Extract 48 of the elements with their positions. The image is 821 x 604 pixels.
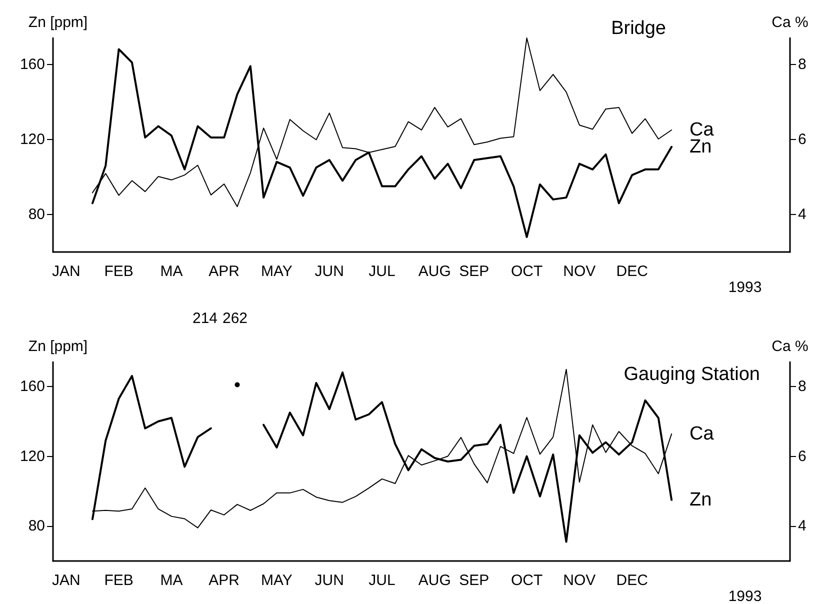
x-tick-label: JUL — [368, 263, 396, 280]
y-tick-label: 80 — [28, 518, 45, 535]
x-tick-label: NOV — [563, 572, 596, 589]
y-tick-label: 120 — [20, 448, 45, 465]
x-tick-label: SEP — [459, 572, 490, 589]
x-tick-label: JAN — [52, 263, 80, 280]
x-tick-label: DEC — [616, 263, 648, 280]
y2-tick-label: 6 — [798, 130, 806, 148]
series-label: Ca — [690, 423, 714, 444]
x-tick-label: AUG — [418, 572, 451, 589]
y-tick-label: 160 — [20, 56, 45, 73]
x-axis-title: 1993 — [728, 279, 762, 296]
y2-axis-title: Ca % — [772, 14, 808, 31]
y-axis-title: Zn [ppm] — [28, 338, 88, 355]
x-tick-label: NOV — [563, 263, 596, 280]
y2-axis-title: Ca % — [772, 338, 808, 355]
y2-tick-label: 8 — [798, 56, 806, 73]
series-label: Zn — [690, 489, 712, 510]
x-tick-label: MA — [160, 263, 183, 280]
y2-tick-label: 4 — [798, 518, 806, 535]
y2-tick-label: 8 — [798, 378, 806, 395]
x-tick-label: AUG — [418, 263, 451, 280]
x-tick-label: MA — [160, 572, 183, 589]
x-tick-label: FEB — [104, 263, 134, 280]
text: 262 — [222, 310, 248, 327]
chart-title: Bridge — [611, 18, 666, 39]
y-axis-title: Zn [ppm] — [28, 14, 88, 31]
x-tick-label: MAY — [261, 572, 292, 589]
x-tick-label: JUL — [368, 572, 396, 589]
x-tick-label: OCT — [510, 572, 543, 589]
x-tick-label: APR — [208, 263, 240, 280]
x-axis-title: 1993 — [728, 588, 762, 604]
x-tick-label: OCT — [510, 263, 543, 280]
x-tick-label: DEC — [616, 572, 648, 589]
x-tick-label: SEP — [459, 263, 490, 280]
x-tick-label: APR — [208, 572, 240, 589]
x-tick-label: JUN — [314, 263, 344, 280]
x-tick-label: JAN — [52, 572, 80, 589]
x-tick-label: JUN — [314, 572, 344, 589]
x-tick-label: FEB — [104, 572, 134, 589]
y-tick-label: 80 — [28, 206, 45, 223]
y-tick-label: 160 — [20, 378, 45, 395]
y-tick-label: 120 — [20, 130, 45, 148]
y2-tick-label: 6 — [798, 448, 806, 465]
text: 214 — [192, 310, 218, 327]
chart-title: Gauging Station — [624, 364, 760, 385]
y2-tick-label: 4 — [798, 206, 806, 223]
x-tick-label: MAY — [261, 263, 292, 280]
